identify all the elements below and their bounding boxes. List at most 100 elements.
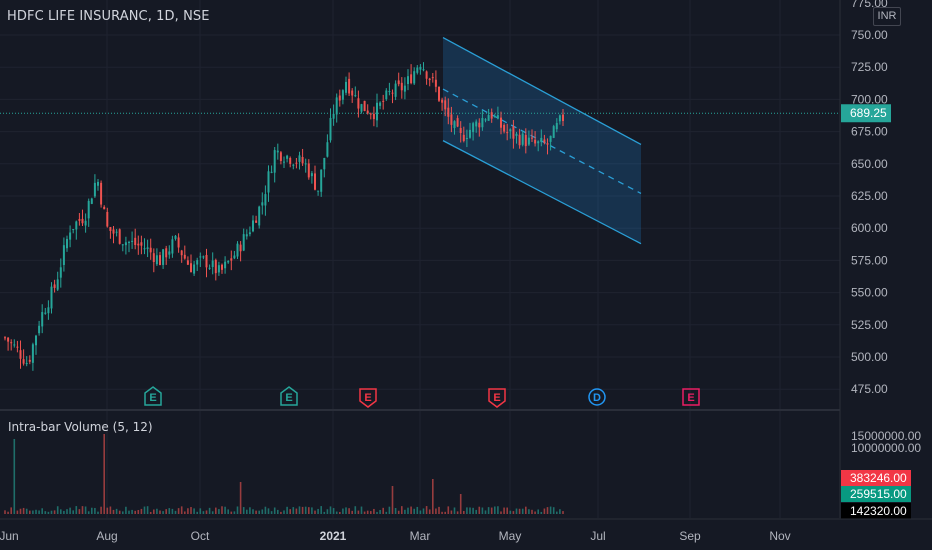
volume-bar: [16, 510, 19, 514]
volume-value-label: 259515.00: [850, 487, 907, 501]
event-glyph: E: [493, 392, 500, 404]
volume-bar: [69, 507, 71, 514]
volume-bar: [103, 434, 105, 514]
volume-bar: [537, 509, 539, 514]
symbol-title: HDFC LIFE INSURANC, 1D, NSE: [7, 9, 210, 24]
currency-badge[interactable]: INR: [873, 7, 901, 26]
volume-bar: [153, 509, 155, 514]
volume-bar: [273, 507, 276, 514]
candle-body: [441, 99, 444, 103]
volume-bar: [453, 507, 456, 514]
volume-bar: [280, 511, 282, 514]
candle-body: [456, 118, 459, 127]
candle-body: [475, 121, 478, 127]
time-axis-label: Jul: [590, 529, 605, 543]
volume-bar: [506, 507, 508, 514]
candle-body: [53, 284, 56, 288]
volume-bar: [184, 511, 186, 514]
volume-bar: [515, 508, 518, 514]
volume-bar: [218, 509, 220, 514]
candle-body: [428, 78, 431, 81]
event-marker-earnings: E: [359, 388, 377, 408]
volume-bar: [469, 507, 471, 514]
volume-bar: [199, 508, 202, 514]
volume-bar: [366, 510, 369, 514]
candle-body: [196, 260, 199, 265]
volume-bar: [10, 507, 12, 514]
candle-body: [462, 134, 465, 142]
volume-bar: [304, 506, 307, 514]
candle-body: [38, 325, 41, 334]
volume-bar: [494, 506, 496, 514]
volume-bar: [438, 506, 440, 514]
volume-bar: [335, 511, 338, 514]
candle-body: [273, 150, 276, 173]
volume-bar: [100, 506, 102, 514]
earnings-icon: [682, 388, 700, 406]
event-marker-earnings: E: [682, 388, 700, 406]
candle-body: [490, 112, 493, 119]
time-axis-label: 2021: [320, 529, 347, 543]
volume-bar: [29, 510, 31, 514]
volume-bar: [292, 507, 295, 514]
candle-body: [562, 114, 564, 121]
candle-body: [503, 124, 506, 132]
candle-body: [118, 229, 121, 244]
candle-body: [183, 254, 186, 259]
candle-body: [205, 254, 208, 268]
candle-body: [496, 115, 499, 119]
candle-body: [28, 359, 31, 362]
volume-bar: [450, 510, 453, 514]
candle-body: [487, 115, 490, 121]
volume-bar: [311, 507, 313, 514]
volume-bar: [339, 511, 341, 514]
price-axis-label: 475.00: [851, 382, 888, 396]
price-axis-label: 600.00: [851, 221, 888, 235]
volume-value-badge: [841, 486, 911, 502]
candle-body: [447, 107, 450, 117]
candle-body: [444, 100, 447, 110]
chart-grid: [0, 0, 840, 518]
candle-body: [397, 80, 400, 85]
price-axis[interactable]: 775.00 750.00 725.00 700.00 675.00 650.00 625.…: [839, 0, 921, 519]
candle-body: [152, 253, 155, 263]
candle-body: [143, 248, 146, 250]
volume-bar: [270, 511, 273, 514]
volume-axis-label: 10000000.00: [851, 441, 921, 455]
volume-bar: [97, 511, 99, 514]
volume-bar: [385, 511, 388, 514]
earnings-icon: [280, 386, 298, 406]
volume-bar: [134, 510, 136, 514]
volume-bar: [422, 508, 425, 514]
candle-body: [211, 260, 214, 268]
volume-bar: [419, 510, 422, 514]
volume-bar: [428, 509, 431, 514]
candle-body: [372, 113, 375, 120]
candle-body: [137, 243, 140, 246]
volume-bar: [289, 509, 291, 514]
candle-body: [472, 123, 475, 133]
volume-bar: [404, 509, 406, 514]
time-axis[interactable]: Jun Aug Oct 2021 Mar May Jul Sep Nov: [0, 518, 932, 543]
candle-body: [56, 279, 59, 290]
candle-body: [425, 71, 428, 79]
candle-body: [552, 126, 555, 138]
candle-body: [174, 235, 177, 239]
volume-bar: [146, 506, 149, 514]
volume-bar: [534, 511, 536, 514]
candle-body: [500, 117, 502, 128]
candle-body: [245, 234, 248, 237]
candle-body: [410, 74, 413, 84]
candle-body: [121, 244, 124, 246]
volume-bar: [298, 506, 301, 514]
volume-bar: [25, 508, 28, 514]
time-axis-label: Mar: [410, 529, 431, 543]
candle-body: [149, 247, 152, 253]
candle-body: [345, 81, 347, 93]
candle-body: [202, 256, 205, 258]
volume-bar: [227, 509, 229, 514]
volume-bar: [125, 506, 127, 514]
candlestick-series[interactable]: [4, 62, 564, 371]
time-axis-label: May: [499, 529, 522, 543]
